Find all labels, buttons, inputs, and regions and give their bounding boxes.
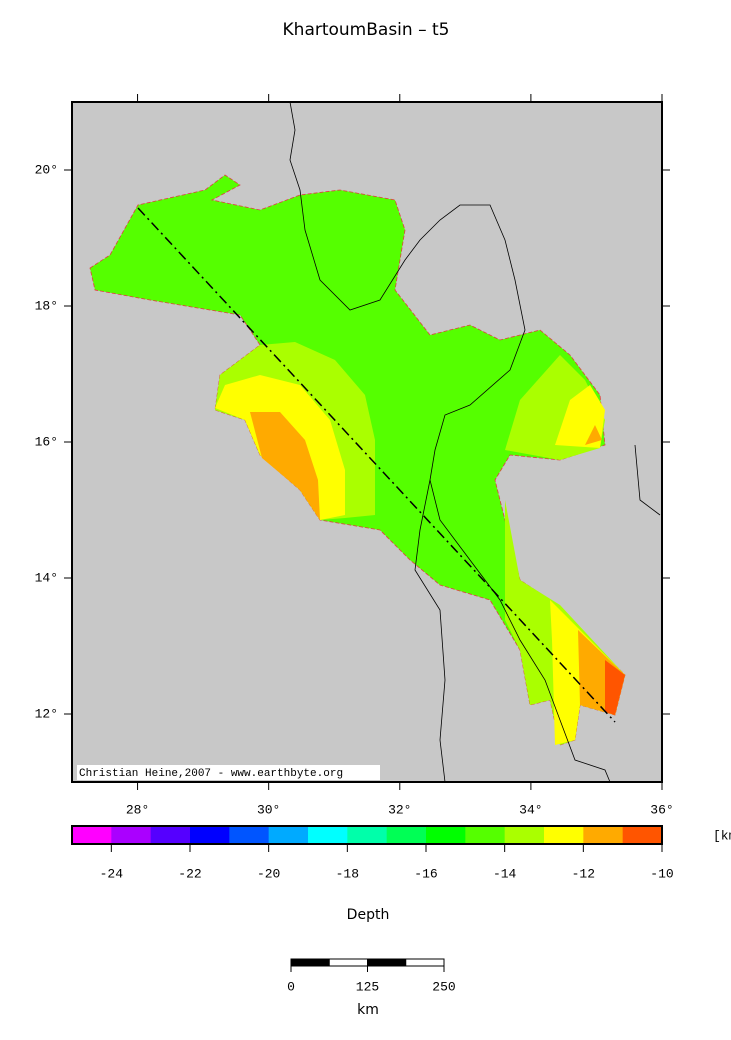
colorbar-label: Depth [347,907,390,923]
y-tick-label: 20° [35,162,58,177]
color-swatch [622,826,663,844]
color-swatch [268,826,309,844]
credit: Christian Heine,2007 - www.earthbyte.org [79,768,343,780]
scale-segment [328,958,368,967]
title: KhartoumBasin – t5 [283,20,450,40]
y-tick-label: 18° [35,298,58,313]
scale-tick-label: 0 [287,979,295,994]
y-tick-label: 16° [35,434,58,449]
depth-zone [605,660,625,715]
color-swatch [465,826,506,844]
river [414,479,446,783]
colorbar-tick-label: -22 [178,866,201,881]
y-tick-label: 14° [35,570,58,585]
colorbar-tick-label: -20 [257,866,280,881]
scale-unit: km [357,1002,379,1018]
x-tick-label: 30° [257,802,280,817]
scale-segment [367,958,407,967]
river [289,101,611,783]
colorbar-tick-label: -14 [493,866,517,881]
color-swatch [111,826,152,844]
credit-box [77,765,380,780]
color-swatch [190,826,230,844]
colorbar-tick-label: -16 [414,866,437,881]
color-swatch [308,826,348,844]
rivers [289,101,661,783]
x-tick-label: 32° [388,802,411,817]
colorbar-unit: [km] [713,828,731,843]
scale-bar: 0 125 250 [287,958,456,994]
colorbar-frame [71,825,663,845]
scale-segment [405,958,445,967]
color-swatch [72,826,112,844]
color-swatch [426,826,466,844]
colorbar: -24 -22 -20 -18 -16 -14 -12 -10 [71,825,674,881]
map-ticks: 28° 30° 32° 34° 36° 12° 14° 16° 18° 20° [35,94,674,817]
y-tick-label: 12° [35,706,58,721]
color-swatch [386,826,427,844]
color-swatch [544,826,584,844]
x-tick-label: 28° [126,802,149,817]
x-tick-label: 36° [650,802,673,817]
river [634,444,661,516]
scale-tick-label: 125 [356,979,379,994]
scale-tick-label: 250 [432,979,455,994]
scale-segment [290,958,330,967]
color-swatch [504,826,545,844]
profile-line [137,207,616,723]
color-swatch [347,826,388,844]
depth-zone [250,412,320,520]
depth-zone [585,425,602,445]
x-tick-label: 34° [519,802,542,817]
colorbar-tick-label: -10 [650,866,673,881]
color-swatch [583,826,624,844]
colorbar-tick-label: -24 [100,866,124,881]
colorbar-tick-label: -12 [572,866,595,881]
basin [89,174,626,746]
color-swatch [229,826,270,844]
colorbar-tick-label: -18 [336,866,359,881]
color-swatch [150,826,191,844]
